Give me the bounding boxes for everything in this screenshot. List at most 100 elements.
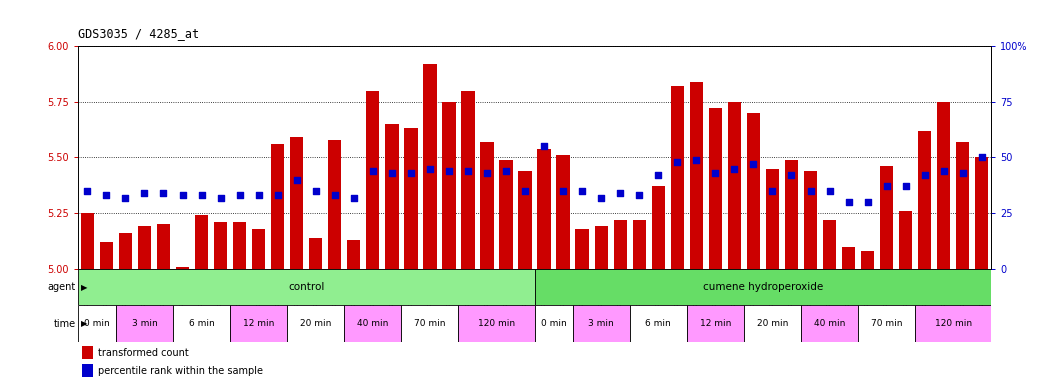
Point bbox=[536, 143, 552, 149]
Point bbox=[193, 192, 210, 199]
Bar bbox=[82, 364, 93, 377]
Point bbox=[974, 154, 990, 161]
Bar bbox=[385, 124, 399, 269]
Bar bbox=[785, 160, 798, 269]
Bar bbox=[230, 305, 288, 342]
Bar bbox=[595, 227, 608, 269]
Bar bbox=[823, 220, 837, 269]
Bar bbox=[746, 113, 760, 269]
Text: GDS3035 / 4285_at: GDS3035 / 4285_at bbox=[78, 27, 199, 40]
Bar bbox=[535, 305, 573, 342]
Bar bbox=[345, 305, 402, 342]
Bar bbox=[424, 64, 437, 269]
Point bbox=[383, 170, 400, 176]
Point bbox=[403, 170, 419, 176]
Bar bbox=[880, 166, 894, 269]
Bar bbox=[671, 86, 684, 269]
Bar bbox=[157, 224, 170, 269]
Bar bbox=[801, 305, 858, 342]
Bar bbox=[309, 238, 323, 269]
Point bbox=[421, 166, 438, 172]
Text: control: control bbox=[288, 282, 325, 292]
Point bbox=[726, 166, 742, 172]
Point bbox=[878, 183, 895, 189]
Bar bbox=[918, 131, 931, 269]
Point bbox=[79, 188, 95, 194]
Bar bbox=[481, 142, 494, 269]
Text: transformed count: transformed count bbox=[98, 348, 189, 358]
Point bbox=[574, 188, 591, 194]
Bar bbox=[252, 229, 266, 269]
Bar bbox=[404, 129, 417, 269]
Bar bbox=[402, 305, 459, 342]
Point bbox=[346, 194, 362, 200]
Bar bbox=[288, 305, 345, 342]
Bar bbox=[842, 247, 855, 269]
Text: 12 min: 12 min bbox=[700, 319, 731, 328]
Bar bbox=[366, 91, 380, 269]
Bar bbox=[138, 227, 152, 269]
Point bbox=[326, 192, 343, 199]
Bar bbox=[803, 171, 817, 269]
Point bbox=[593, 194, 609, 200]
Text: 6 min: 6 min bbox=[189, 319, 215, 328]
Point bbox=[631, 192, 648, 199]
Text: 70 min: 70 min bbox=[414, 319, 445, 328]
Bar bbox=[575, 229, 589, 269]
Point bbox=[650, 172, 666, 178]
Point bbox=[707, 170, 723, 176]
Point bbox=[840, 199, 856, 205]
Bar bbox=[290, 137, 303, 269]
Bar bbox=[709, 108, 722, 269]
Bar bbox=[233, 222, 246, 269]
Bar bbox=[899, 211, 912, 269]
Text: ▶: ▶ bbox=[81, 283, 87, 291]
Bar bbox=[632, 220, 646, 269]
Text: 0 min: 0 min bbox=[541, 319, 567, 328]
Point bbox=[460, 168, 476, 174]
Bar bbox=[499, 160, 513, 269]
Point bbox=[783, 172, 799, 178]
Text: cumene hydroperoxide: cumene hydroperoxide bbox=[703, 282, 823, 292]
Point bbox=[897, 183, 913, 189]
Bar bbox=[173, 305, 230, 342]
Point bbox=[745, 161, 762, 167]
Bar bbox=[459, 305, 535, 342]
Point bbox=[954, 170, 971, 176]
Bar bbox=[82, 346, 93, 359]
Text: 3 min: 3 min bbox=[589, 319, 614, 328]
Bar bbox=[116, 305, 173, 342]
Bar bbox=[81, 213, 94, 269]
Bar bbox=[442, 102, 456, 269]
Bar bbox=[328, 140, 342, 269]
Bar bbox=[728, 102, 741, 269]
Point bbox=[364, 168, 381, 174]
Bar bbox=[118, 233, 132, 269]
Point bbox=[668, 159, 685, 165]
Bar bbox=[556, 155, 570, 269]
Point bbox=[688, 157, 705, 163]
Text: 40 min: 40 min bbox=[357, 319, 388, 328]
Point bbox=[821, 188, 838, 194]
Bar bbox=[347, 240, 360, 269]
Point bbox=[98, 192, 114, 199]
Bar bbox=[175, 266, 189, 269]
Bar bbox=[214, 222, 227, 269]
Bar bbox=[689, 82, 703, 269]
Text: 40 min: 40 min bbox=[814, 319, 845, 328]
Bar bbox=[573, 305, 630, 342]
Bar bbox=[744, 305, 801, 342]
Text: 20 min: 20 min bbox=[300, 319, 331, 328]
Point bbox=[764, 188, 781, 194]
Point bbox=[231, 192, 248, 199]
Bar bbox=[956, 142, 969, 269]
Point bbox=[136, 190, 153, 196]
Text: 120 min: 120 min bbox=[477, 319, 515, 328]
Bar bbox=[461, 91, 474, 269]
Bar bbox=[535, 269, 991, 305]
Point bbox=[155, 190, 171, 196]
Bar bbox=[78, 305, 116, 342]
Text: 120 min: 120 min bbox=[934, 319, 972, 328]
Point bbox=[917, 172, 933, 178]
Text: agent: agent bbox=[48, 282, 76, 292]
